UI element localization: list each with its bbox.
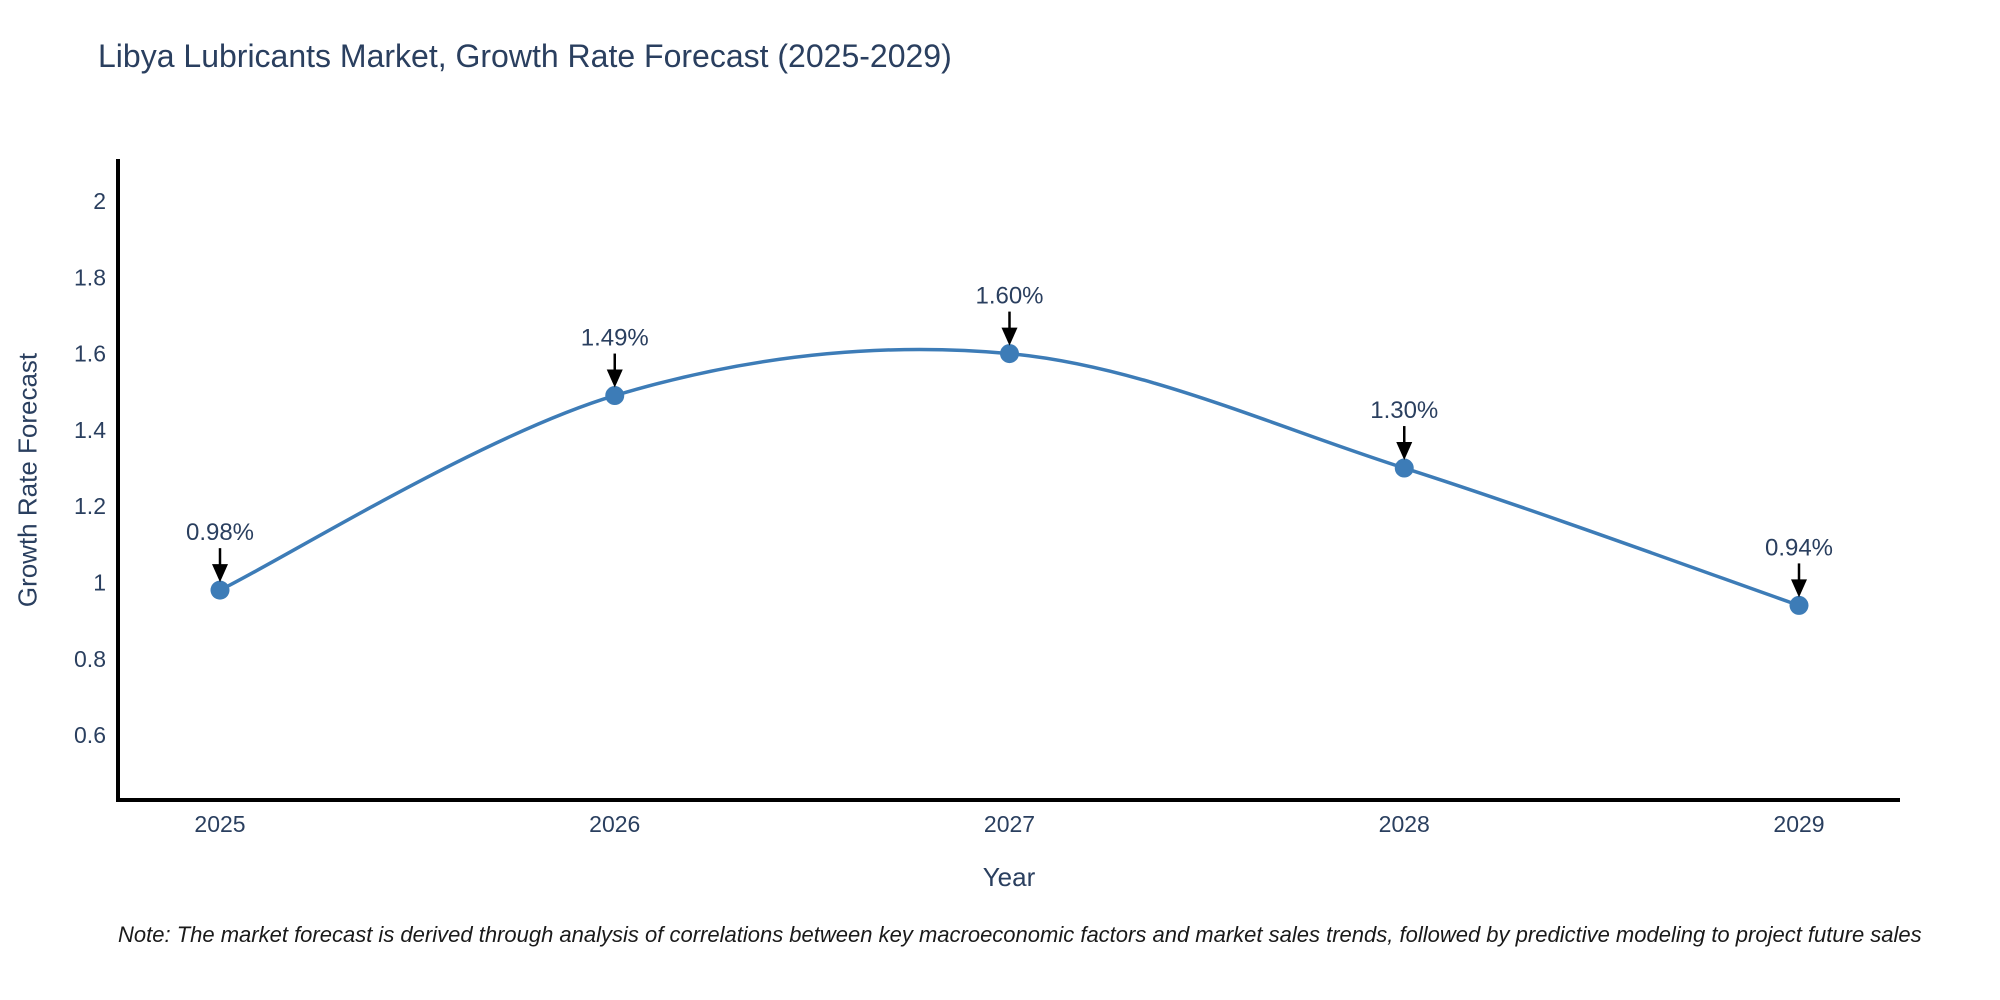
line-series xyxy=(219,347,1800,608)
y-tick-label: 0.8 xyxy=(74,646,106,672)
x-tick-label: 2026 xyxy=(589,811,640,837)
data-point xyxy=(605,386,625,406)
annotation-label: 1.49% xyxy=(581,325,649,352)
annotation-label: 0.98% xyxy=(186,519,254,546)
annotation-label: 1.60% xyxy=(975,283,1043,310)
chart-title: Libya Lubricants Market, Growth Rate For… xyxy=(98,38,952,74)
annotation-arrowhead xyxy=(212,564,228,583)
annotation-arrowhead xyxy=(606,369,623,388)
y-tick-label: 1.8 xyxy=(74,264,106,290)
x-axis-title: Year xyxy=(982,862,1036,892)
axis-spine xyxy=(116,159,1900,802)
y-axis-title: Growth Rate Forecast xyxy=(12,352,43,608)
annotation-arrowhead xyxy=(1396,442,1413,461)
y-tick-label: 1.6 xyxy=(74,341,106,367)
annotation-label: 0.94% xyxy=(1765,534,1833,561)
data-point xyxy=(210,580,230,600)
annotation-arrowhead xyxy=(1001,327,1018,346)
x-tick-label: 2025 xyxy=(194,811,245,837)
x-tick-label: 2027 xyxy=(984,811,1035,837)
y-tick-label: 2 xyxy=(93,188,106,214)
annotation-arrowhead xyxy=(1791,579,1807,598)
data-point xyxy=(1789,595,1809,615)
data-point xyxy=(1000,344,1019,364)
data-point xyxy=(1394,458,1414,478)
footnote: Note: The market forecast is derived thr… xyxy=(118,922,1922,947)
x-tick-label: 2028 xyxy=(1379,811,1430,837)
y-tick-label: 1.4 xyxy=(74,417,106,443)
y-tick-label: 0.6 xyxy=(74,722,106,748)
annotation-label: 1.30% xyxy=(1370,397,1438,424)
y-tick-label: 1.2 xyxy=(74,493,106,519)
y-tick-label: 1 xyxy=(93,570,106,596)
x-tick-label: 2029 xyxy=(1773,811,1824,837)
